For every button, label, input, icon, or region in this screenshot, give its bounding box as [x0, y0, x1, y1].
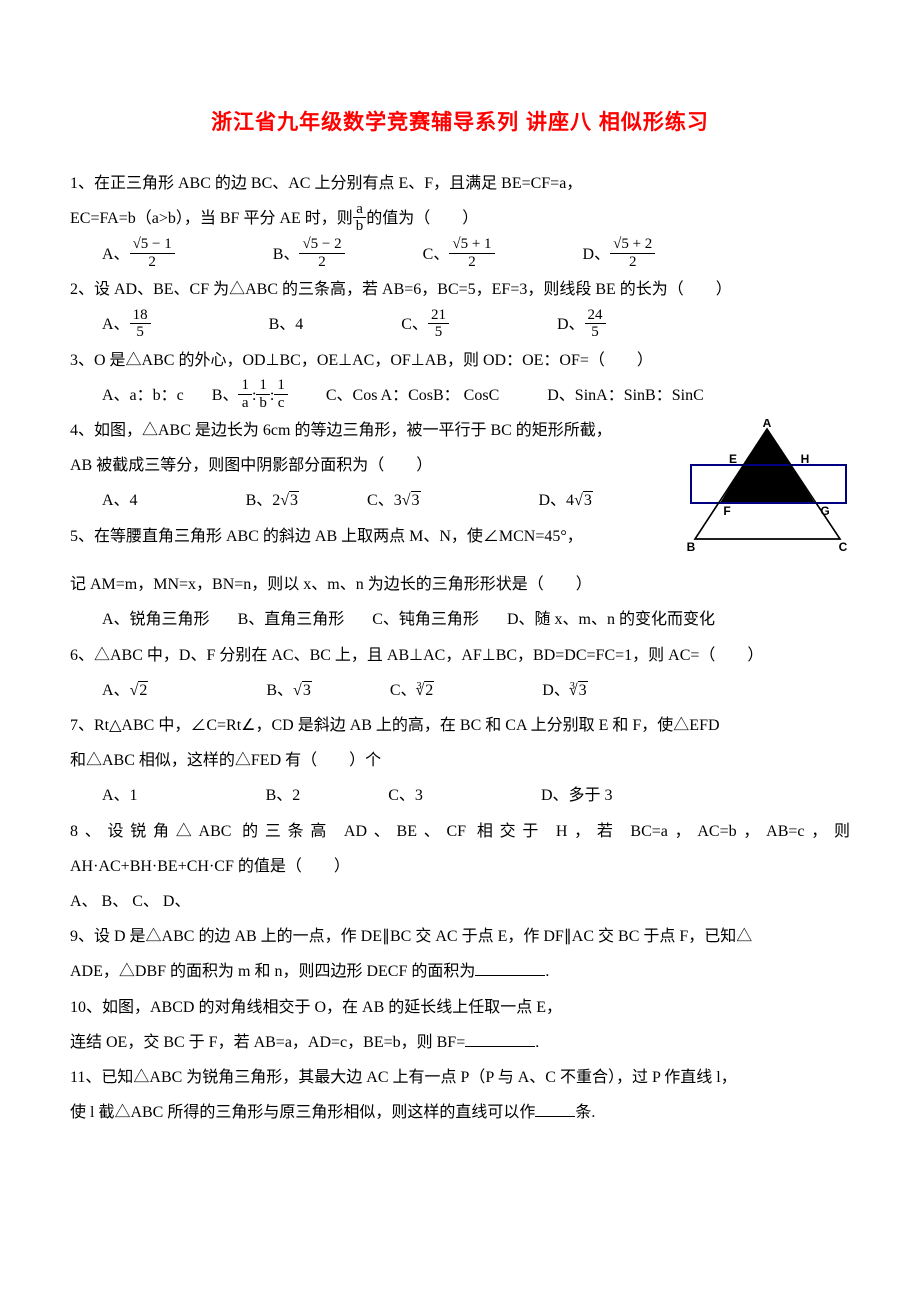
fig-label-G: G — [820, 504, 829, 518]
q7-optC: C、3 — [388, 787, 423, 804]
q4-optA: A、4 — [102, 492, 138, 509]
q4-optD: D、43 — [539, 492, 593, 509]
q5-optC: C、钝角三角形 — [372, 611, 479, 628]
q3-line1: 3、O 是△ABC 的外心，OD⊥BC，OE⊥AC，OF⊥AB，则 OD：OE：… — [70, 343, 850, 378]
q11-blank — [535, 1100, 575, 1117]
q3-optD: D、SinA：SinB：SinC — [547, 387, 704, 404]
q6-optB: B、3 — [266, 682, 311, 699]
fig-label-C: C — [839, 540, 848, 554]
fig-label-F: F — [723, 504, 730, 518]
q7-optA: A、1 — [102, 787, 138, 804]
q5-line2: 记 AM=m，MN=x，BN=n，则以 x、m、n 为边长的三角形形状是（ ） — [70, 567, 850, 602]
q2-optC: C、215 — [401, 316, 449, 333]
q8-options: A、 B、 C、 D、 — [70, 884, 850, 919]
q4-optB: B、23 — [246, 492, 299, 509]
fig-label-B: B — [687, 540, 696, 554]
q7-line2: 和△ABC 相似，这样的△FED 有（ ）个 — [70, 743, 850, 778]
fig-label-H: H — [801, 452, 810, 466]
page-title: 浙江省九年级数学竞赛辅导系列 讲座八 相似形练习 — [70, 100, 850, 146]
q1-line1: 1、在正三角形 ABC 的边 BC、AC 上分别有点 E、F，且满足 BE=CF… — [70, 166, 850, 201]
q1-l2a: EC=FA=b（a>b），当 BF 平分 AE 时，则 — [70, 210, 353, 227]
q1-optB: B、√5 − 22 — [273, 246, 345, 263]
q2-line1: 2、设 AD、BE、CF 为△ABC 的三条高，若 AB=6，BC=5，EF=3… — [70, 272, 850, 307]
q6-optC: C、32 — [390, 682, 434, 699]
q8-line2: AH·AC+BH·BE+CH·CF 的值是（ ） — [70, 849, 850, 884]
q1-optA: A、√5 − 12 — [102, 246, 175, 263]
q5-optB: B、直角三角形 — [238, 611, 345, 628]
q1-line2: EC=FA=b（a>b），当 BF 平分 AE 时，则ab的值为（ ） — [70, 201, 850, 236]
q6-optA: A、2 — [102, 682, 148, 699]
fig-label-E: E — [729, 452, 737, 466]
q9-blank — [475, 959, 545, 976]
q10-blank — [465, 1030, 535, 1047]
q3-optA: A、a：b：c — [102, 387, 184, 404]
q1-frac: ab — [353, 201, 367, 235]
q7-options: A、1 B、2 C、3 D、多于 3 — [70, 778, 850, 813]
q9-line2: ADE，△DBF 的面积为 m 和 n，则四边形 DECF 的面积为. — [70, 954, 850, 989]
q4-optC: C、33 — [367, 492, 420, 509]
q1-optD: D、√5 + 22 — [583, 246, 656, 263]
q2-options: A、185 B、4 C、215 D、245 — [70, 307, 850, 342]
q10-line1: 10、如图，ABCD 的对角线相交于 O，在 AB 的延长线上任取一点 E， — [70, 990, 850, 1025]
q3-optC: C、Cos A：CosB： CosC — [326, 387, 499, 404]
q7-line1: 7、Rt△ABC 中，∠C=Rt∠，CD 是斜边 AB 上的高，在 BC 和 C… — [70, 708, 850, 743]
q8-line1: 8、设锐角△ABC 的三条高 AD、BE、CF 相交于 H，若 BC=a，AC=… — [70, 814, 850, 849]
q2-optB: B、4 — [269, 316, 304, 333]
q9-line1: 9、设 D 是△ABC 的边 AB 上的一点，作 DE∥BC 交 AC 于点 E… — [70, 919, 850, 954]
q11-line1: 11、已知△ABC 为锐角三角形，其最大边 AC 上有一点 P（P 与 A、C … — [70, 1060, 850, 1095]
q6-optD: D、33 — [542, 682, 587, 699]
q5-optA: A、锐角三角形 — [102, 611, 210, 628]
q6-line1: 6、△ABC 中，D、F 分别在 AC、BC 上，且 AB⊥AC，AF⊥BC，B… — [70, 638, 850, 673]
fig-label-A: A — [763, 419, 772, 430]
q6-options: A、2 B、3 C、32 D、33 — [70, 673, 850, 708]
q1-l2b: 的值为（ ） — [366, 210, 478, 227]
q2-optA: A、185 — [102, 316, 151, 333]
q3-optB: B、1a:1b:1c — [212, 387, 292, 404]
q11-line2: 使 l 截△ABC 所得的三角形与原三角形相似，则这样的直线可以作条. — [70, 1095, 850, 1130]
triangle-figure: A E H F G B C — [685, 419, 850, 567]
q3-options: A、a：b：c B、1a:1b:1c C、Cos A：CosB： CosC D、… — [70, 378, 850, 413]
q1-optC: C、√5 + 12 — [423, 246, 495, 263]
q7-optD: D、多于 3 — [541, 787, 613, 804]
q5-optD: D、随 x、m、n 的变化而变化 — [507, 611, 715, 628]
q1-options: A、√5 − 12 B、√5 − 22 C、√5 + 12 D、√5 + 22 — [70, 237, 850, 272]
q2-optD: D、245 — [557, 316, 606, 333]
q10-line2: 连结 OE，交 BC 于 F，若 AB=a，AD=c，BE=b，则 BF=. — [70, 1025, 850, 1060]
q5-options: A、锐角三角形 B、直角三角形 C、钝角三角形 D、随 x、m、n 的变化而变化 — [70, 602, 850, 637]
q7-optB: B、2 — [266, 787, 301, 804]
